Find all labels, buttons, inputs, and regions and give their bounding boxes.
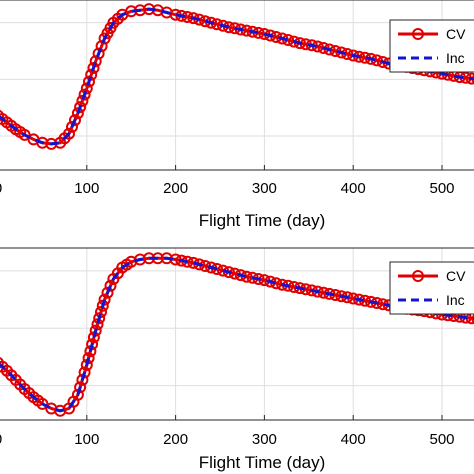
series-marker-cv (63, 127, 75, 140)
axis-frame-top (0, 0, 474, 171)
series-marker-cv (353, 293, 366, 306)
legend-bottom: CV Inc (389, 261, 474, 315)
series-marker-cv (104, 279, 117, 292)
x-tick-label: 400 (341, 431, 366, 448)
x-tick-label: 0 (0, 180, 2, 197)
legend-box (389, 19, 474, 73)
x-tick-label: 400 (341, 180, 366, 197)
legend-label-cv: CV (446, 26, 466, 42)
legend-label-inc: Inc (446, 292, 465, 308)
chart-top: 0 100 200 300 400 500 Flight Time (day) CV Inc (0, 0, 474, 230)
legend-marker-cv (412, 270, 424, 282)
legend-box (389, 261, 474, 315)
xticks-top: 0 100 200 300 400 500 (0, 165, 455, 197)
xlabel-top: Flight Time (day) (199, 211, 326, 230)
series-marker-cv (80, 82, 93, 95)
x-tick-label: 200 (163, 431, 188, 448)
series-marker-cv (323, 287, 336, 300)
series-marker-cv (465, 72, 474, 85)
series-marker-cv (36, 136, 49, 149)
series-marker-cv (305, 39, 318, 52)
series-marker-cv (95, 40, 108, 53)
series-marker-cv (66, 120, 78, 133)
x-tick-label: 500 (429, 431, 454, 448)
x-tick-label: 500 (429, 180, 454, 197)
legend-marker-cv (412, 28, 424, 40)
series-marker-cv (69, 114, 81, 127)
legend-label-inc: Inc (446, 50, 465, 66)
series-marker-cv (87, 62, 100, 74)
legend-top: CV Inc (389, 19, 474, 73)
chart-bottom: 0 100 200 300 400 500 Flight Time (day) CV Inc (0, 247, 474, 472)
series-marker-cv (101, 286, 114, 299)
xticks-bottom: 0 100 200 300 400 500 (0, 415, 455, 448)
xlabel-bottom: Flight Time (day) (199, 453, 326, 472)
series-marker-cv (335, 46, 348, 59)
series-marker-cv (85, 68, 98, 81)
series-marker-cv (78, 88, 91, 101)
series-marker-cv (92, 47, 105, 60)
x-tick-label: 100 (74, 431, 99, 448)
x-tick-label: 300 (252, 180, 277, 197)
x-tick-label: 200 (163, 180, 188, 197)
series-marker-cv (293, 282, 306, 295)
series-line-inc (0, 7, 474, 146)
series-marker-cv (76, 94, 89, 107)
series-marker-cv (71, 107, 84, 120)
series-marker-cv (36, 397, 49, 410)
x-tick-label: 100 (74, 180, 99, 197)
axis-frame-bottom (0, 247, 474, 421)
series-marker-cv (74, 101, 87, 114)
legend-label-cv: CV (446, 268, 466, 284)
x-tick-label: 300 (252, 431, 277, 448)
series-marker-cv (89, 55, 102, 68)
series-marker-cv (83, 75, 95, 88)
series-marker-cv (365, 52, 377, 65)
series-marker-cv (471, 314, 474, 324)
series-marker-cv (0, 109, 4, 122)
x-tick-label: 0 (0, 431, 2, 448)
